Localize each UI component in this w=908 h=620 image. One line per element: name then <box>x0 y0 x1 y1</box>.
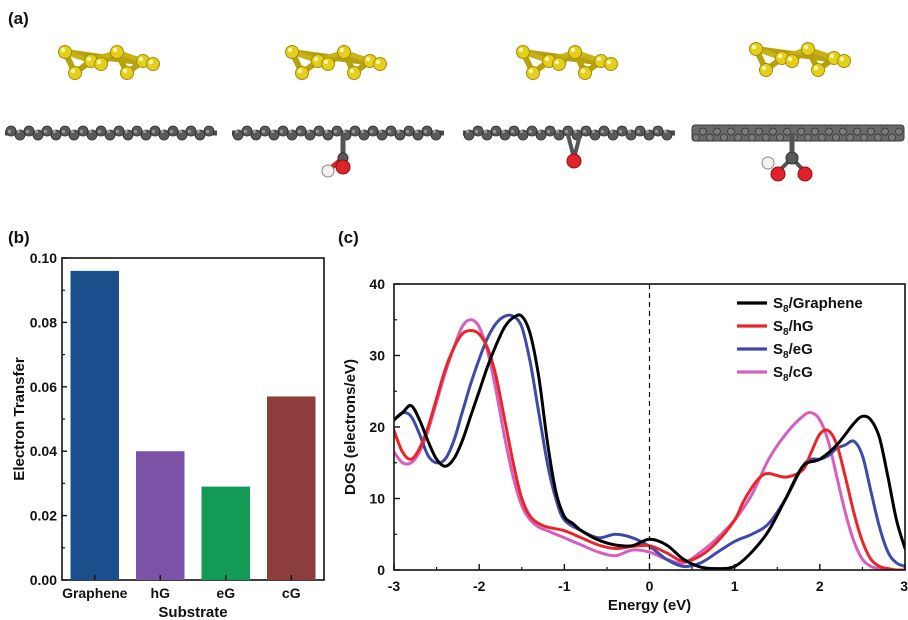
legend-entry-eg: S8/eG <box>737 341 813 361</box>
legend-label: S8/hG <box>773 318 814 338</box>
carbon-sheet <box>5 125 217 141</box>
dos-y-tick-label: 20 <box>369 419 385 435</box>
bar-y-tick-label: 0.00 <box>30 572 57 588</box>
structure-cg <box>691 42 905 182</box>
hydroxyl-group <box>321 133 351 178</box>
dos-y-tick-label: 0 <box>377 562 385 578</box>
s8-molecule <box>749 42 851 77</box>
dos-x-tick-label: 0 <box>646 578 654 594</box>
legend-label: S8/cG <box>773 364 813 384</box>
dos-y-tick-label: 30 <box>369 348 385 364</box>
panel-label-c: (c) <box>338 228 359 247</box>
s8-molecule <box>285 45 387 80</box>
bar-y-tick-label: 0.10 <box>30 250 57 266</box>
series-line-cg <box>394 318 905 570</box>
dos-x-tick-label: -2 <box>473 578 486 594</box>
bar-y-tick-label: 0.02 <box>30 508 57 524</box>
legend-label: S8/eG <box>773 341 813 361</box>
bar-x-axis-title: Substrate <box>158 604 227 620</box>
bar-y-tick-label: 0.06 <box>30 379 57 395</box>
series-line-graphene <box>394 313 905 570</box>
dos-legend: S8/Graphene S8/hG S8/eG S8/cG <box>737 295 863 384</box>
bar-x-tick-label: cG <box>282 585 301 601</box>
structure-eg <box>463 45 675 169</box>
bar-x-tick-label: Graphene <box>62 585 128 601</box>
carboxyl-group <box>761 133 813 182</box>
legend-entry-hg: S8/hG <box>737 318 814 338</box>
bar-cg <box>267 396 316 580</box>
dos-x-tick-label: 2 <box>816 578 824 594</box>
panel-a-structures <box>5 42 905 182</box>
bar-x-tick-label: hG <box>151 585 171 601</box>
dos-y-tick-label: 10 <box>369 491 385 507</box>
bar-x-tick-label: eG <box>216 585 235 601</box>
bar-eg <box>201 486 250 580</box>
panel-label-b: (b) <box>8 228 30 247</box>
carbon-sheet <box>691 124 905 142</box>
s8-molecule <box>516 45 618 80</box>
bar-y-tick-label: 0.04 <box>30 443 57 459</box>
dos-y-tick-label: 40 <box>369 276 385 292</box>
carbon-sheet <box>232 125 444 141</box>
panel-label-a: (a) <box>8 9 29 28</box>
epoxy-group <box>566 134 582 169</box>
legend-entry-cg: S8/cG <box>737 364 813 384</box>
dos-x-tick-label: 1 <box>731 578 739 594</box>
legend-label: S8/Graphene <box>773 295 863 315</box>
dos-x-axis-title: Energy (eV) <box>608 597 691 614</box>
series-line-hg <box>394 329 905 570</box>
dos-y-axis-title: DOS (electrons/eV) <box>342 359 359 495</box>
bar-y-axis-title: Electron Transfer <box>11 357 28 481</box>
panel-b-bar-chart: 0.000.020.040.060.080.10 Graphene hG eG cG … <box>11 250 325 620</box>
dos-x-tick-label: -1 <box>558 578 571 594</box>
bar-y-tick-label: 0.08 <box>30 314 57 330</box>
bar-hg <box>136 451 185 580</box>
dos-x-tick-label: 3 <box>900 578 908 594</box>
carbon-sheet <box>463 125 675 141</box>
structure-hg <box>232 45 444 178</box>
s8-molecule <box>58 45 160 80</box>
legend-entry-graphene: S8/Graphene <box>737 295 863 315</box>
structure-graphene <box>5 45 217 141</box>
bar-graphene <box>70 270 119 580</box>
series-line-eg <box>394 313 905 569</box>
dos-x-tick-label: -3 <box>388 578 401 594</box>
